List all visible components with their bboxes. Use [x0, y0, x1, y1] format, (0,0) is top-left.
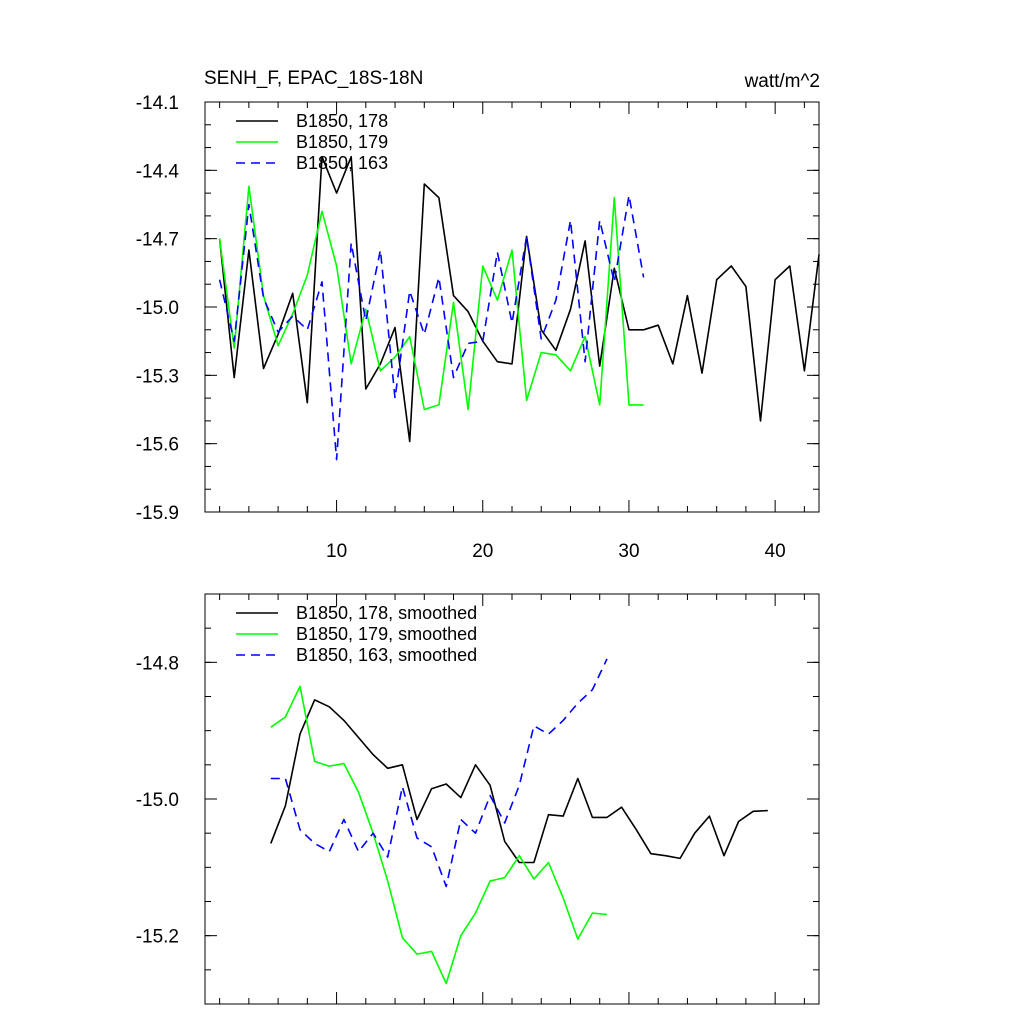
top-y-tick-label: -15.3 [136, 366, 179, 387]
top-series-2 [218, 185, 644, 411]
bottom-series-3 [270, 658, 608, 888]
chart-title: SENH_F, EPAC_18S-18N [204, 68, 423, 89]
top-x-tick-label: 20 [472, 541, 493, 562]
top-y-tick-label: -15.9 [136, 503, 179, 524]
top-legend: B1850, 178 B1850, 179 B1850, 163 [236, 111, 388, 173]
bottom-series-1 [270, 699, 768, 864]
top-y-tick-label: -14.1 [136, 93, 179, 114]
top-y-tick-label: -15.6 [136, 435, 179, 456]
top-x-tick-label: 40 [765, 541, 786, 562]
bottom-y-tick-label: -14.8 [136, 653, 179, 674]
bottom-line-chart: -14.8 -15.0 -15.2 B1850, 178, smoothed B18… [136, 593, 820, 1005]
legend-label-179-smoothed: B1850, 179, smoothed [296, 624, 477, 644]
top-series-1 [218, 155, 820, 443]
bottom-series-2 [270, 685, 608, 985]
top-y-tick-label: -15.0 [136, 298, 179, 319]
top-x-tick-label: 30 [618, 541, 639, 562]
bottom-plot-frame [204, 593, 820, 1005]
top-line-chart: SENH_F, EPAC_18S-18N watt/m^2 10 20 30 40 -1… [136, 68, 820, 562]
top-y-tick-label: -14.4 [136, 161, 180, 182]
units-label: watt/m^2 [744, 71, 820, 92]
bottom-y-tick-label: -15.0 [136, 790, 179, 811]
legend-label-178-smoothed: B1850, 178, smoothed [296, 603, 477, 623]
legend-label-179: B1850, 179 [296, 132, 388, 152]
bottom-legend: B1850, 178, smoothed B1850, 179, smoothe… [236, 603, 477, 665]
top-x-tick-label: 10 [326, 541, 347, 562]
top-series-3 [218, 194, 645, 461]
legend-label-178: B1850, 178 [296, 111, 388, 131]
legend-label-163: B1850, 163 [296, 153, 388, 173]
bottom-y-tick-label: -15.2 [136, 927, 179, 948]
top-plot-frame [204, 101, 820, 513]
top-y-tick-label: -14.7 [136, 230, 179, 251]
legend-label-163-smoothed: B1850, 163, smoothed [296, 645, 477, 665]
